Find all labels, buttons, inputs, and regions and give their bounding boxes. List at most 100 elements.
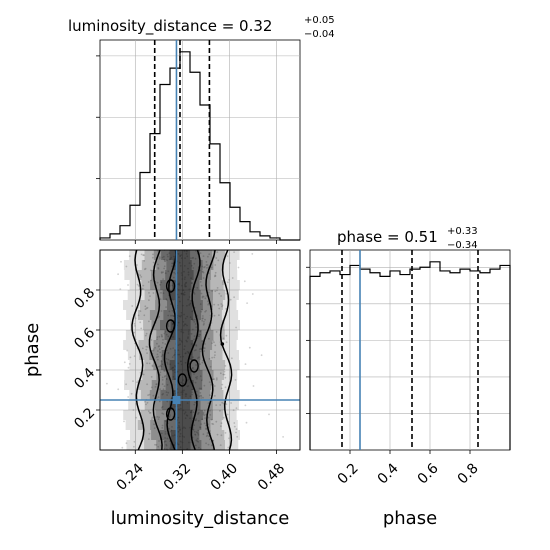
scatter-point: [196, 286, 199, 289]
scatter-point: [150, 339, 153, 341]
scatter-point: [149, 295, 151, 297]
scatter-point: [183, 293, 186, 296]
scatter-point: [171, 369, 174, 372]
scatter-point: [119, 288, 122, 290]
scatter-point: [171, 367, 173, 370]
scatter-point: [234, 379, 237, 381]
density-cell: [175, 340, 194, 350]
scatter-point: [194, 323, 197, 325]
scatter-point: [202, 396, 204, 399]
scatter-point: [224, 376, 227, 379]
scatter-point: [187, 298, 190, 301]
scatter-point: [183, 436, 186, 438]
scatter-point: [159, 351, 162, 354]
scatter-point: [194, 401, 197, 404]
scatter-point: [179, 343, 182, 346]
scatter-point: [199, 426, 202, 429]
scatter-point: [163, 265, 166, 268]
scatter-point: [180, 257, 183, 260]
scatter-point: [181, 393, 184, 396]
xlabel-luminosity-distance: luminosity_distance: [111, 508, 290, 529]
scatter-point: [184, 361, 187, 364]
scatter-point: [181, 341, 184, 343]
scatter-point: [200, 397, 203, 399]
contour-line: [163, 249, 177, 451]
scatter-point: [161, 379, 164, 381]
scatter-point: [203, 266, 205, 269]
scatter-point: [183, 426, 185, 429]
scatter-point: [145, 348, 148, 351]
scatter-point: [177, 430, 180, 433]
scatter-point: [192, 428, 195, 431]
scatter-point: [188, 288, 191, 291]
density-cell: [151, 380, 212, 390]
scatter-point: [151, 365, 154, 368]
scatter-point: [215, 404, 218, 406]
scatter-point: [213, 314, 216, 317]
scatter-point: [187, 378, 190, 381]
scatter-point: [131, 305, 134, 307]
density-contours: [131, 249, 233, 451]
density-cell: [161, 250, 200, 260]
scatter-point: [194, 433, 197, 436]
density-cell: [129, 360, 240, 370]
scatter-point: [223, 373, 226, 376]
scatter-point: [150, 386, 153, 389]
scatter-point: [168, 415, 171, 418]
density-cell: [172, 280, 192, 290]
scatter-point: [244, 404, 247, 407]
scatter-point: [268, 413, 270, 416]
scatter-point: [199, 330, 202, 333]
scatter-point: [184, 257, 187, 260]
scatter-point: [169, 447, 171, 450]
scatter-point: [214, 290, 217, 293]
scatter-point: [136, 381, 138, 384]
scatter-point: [186, 385, 189, 388]
density-cell: [129, 280, 240, 290]
scatter-point: [160, 360, 163, 363]
contour-island: [177, 373, 188, 387]
scatter-point: [192, 356, 194, 359]
panel-phase-hist: 0.2 0.4 0.6 0.8 phase = 0.51 +0.33 −0.34: [306, 226, 511, 487]
scatter-point: [207, 302, 210, 305]
scatter-point: [146, 383, 149, 386]
scatter-point: [204, 318, 206, 321]
density-cell: [129, 390, 240, 400]
scatter-point: [214, 274, 217, 277]
scatter-point: [200, 387, 203, 390]
histogram-luminosity-distance: [99, 51, 300, 241]
scatter-point: [181, 284, 183, 287]
scatter-points: [106, 249, 284, 451]
scatter-point: [161, 335, 163, 338]
scatter-point: [160, 271, 163, 273]
scatter-point: [210, 418, 213, 421]
scatter-point: [144, 267, 147, 270]
scatter-point: [210, 266, 213, 269]
scatter-point: [194, 444, 197, 447]
scatter-point: [169, 363, 172, 366]
scatter-point: [184, 417, 187, 420]
scatter-point: [214, 354, 216, 356]
scatter-point: [152, 253, 154, 256]
scatter-point: [183, 345, 186, 348]
scatter-point: [205, 261, 208, 263]
scatter-point: [197, 429, 200, 432]
scatter-point: [186, 350, 189, 353]
scatter-point: [154, 386, 157, 388]
scatter-point: [190, 282, 193, 285]
scatter-point: [143, 254, 145, 257]
scatter-point: [157, 267, 160, 270]
density-cell: [174, 410, 193, 420]
scatter-point: [201, 308, 203, 311]
scatter-point: [208, 253, 211, 256]
scatter-point: [145, 345, 148, 348]
density-cell: [172, 390, 192, 400]
scatter-point: [174, 365, 176, 367]
scatter-point: [189, 426, 192, 429]
density-cell: [170, 330, 191, 340]
scatter-point: [195, 439, 198, 442]
scatter-point: [202, 277, 205, 279]
scatter-point: [206, 434, 209, 437]
scatter-point: [199, 363, 202, 365]
scatter-point: [181, 304, 184, 307]
